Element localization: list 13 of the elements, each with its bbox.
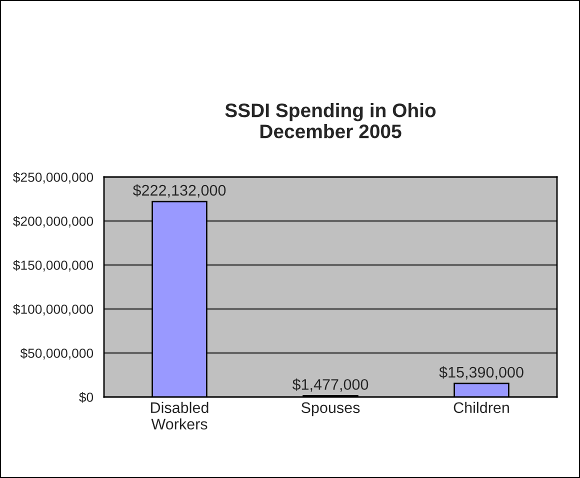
y-tick-label: $150,000,000: [13, 260, 94, 272]
y-tick-label: $50,000,000: [20, 348, 94, 360]
x-tick-label: Spouses: [301, 402, 360, 416]
y-tick-label: $200,000,000: [13, 216, 94, 228]
chart-title: SSDI Spending in Ohio December 2005: [225, 102, 436, 138]
y-tick-label: $0: [79, 392, 94, 403]
x-tick-label: Children: [454, 402, 509, 414]
y-tick-label: $100,000,000: [13, 304, 94, 316]
data-label: $222,132,000: [132, 184, 226, 198]
x-tick-label: Disabled Workers: [151, 402, 208, 430]
data-label: $1,477,000: [292, 378, 368, 392]
y-tick-label: $250,000,000: [13, 172, 94, 184]
data-label: $15,390,000: [439, 366, 524, 380]
